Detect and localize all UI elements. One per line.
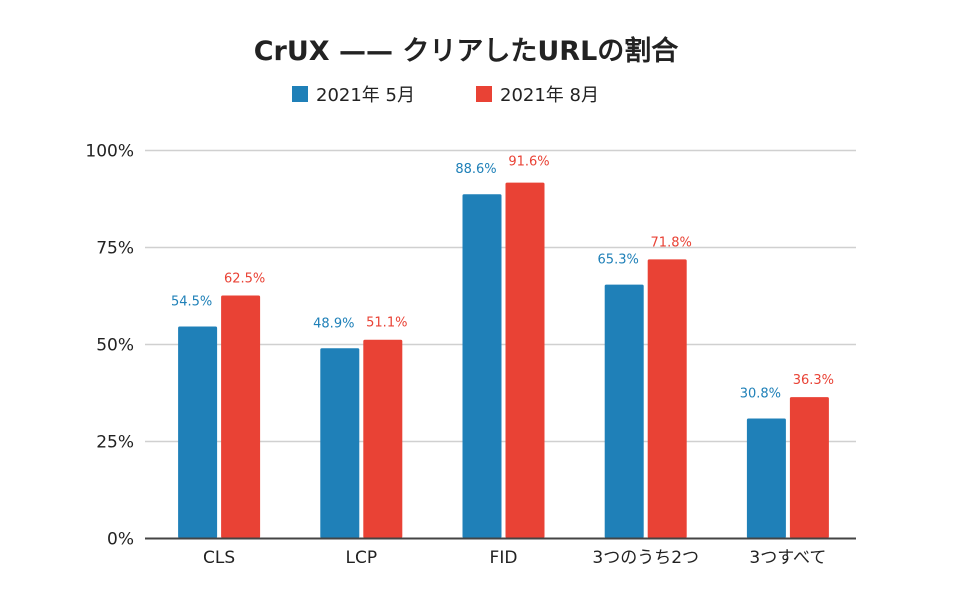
legend-swatch — [292, 86, 308, 102]
bar — [505, 182, 545, 539]
legend-label: 2021年 5月 — [316, 85, 415, 106]
chart-title: CrUX —— クリアしたURLの割合 — [254, 35, 679, 67]
legend-label: 2021年 8月 — [500, 85, 599, 106]
data-label: 51.1% — [366, 316, 407, 331]
data-labels: 54.5% 62.5% 48.9% 51.1% 88.6% 91.6% 65.3% 71.8%… — [171, 155, 834, 402]
bar — [221, 295, 261, 538]
legend: 2021年 5月 2021年 8月 — [292, 85, 599, 106]
y-tick-label: 50% — [96, 336, 134, 356]
data-label: 54.5% — [171, 295, 212, 310]
y-tick-label: 0% — [107, 530, 134, 550]
data-label: 36.3% — [793, 373, 834, 388]
data-label: 88.6% — [455, 162, 496, 177]
bars — [178, 182, 829, 539]
bar — [746, 418, 786, 538]
bar — [647, 259, 687, 538]
x-tick-label: 3つすべて — [749, 548, 826, 568]
data-label: 48.9% — [313, 316, 354, 331]
y-tick-label: 25% — [96, 433, 134, 453]
legend-swatch — [476, 86, 492, 102]
x-tick-label: FID — [490, 548, 518, 568]
data-label: 30.8% — [740, 386, 781, 401]
bar — [789, 397, 829, 538]
x-tick-label: LCP — [346, 548, 378, 568]
x-tick-label: CLS — [203, 548, 235, 568]
y-axis-ticks: 0% 25% 50% 75% 100% — [85, 142, 134, 550]
y-tick-label: 75% — [96, 239, 134, 259]
bar — [320, 348, 360, 538]
data-label: 91.6% — [508, 155, 549, 170]
y-tick-label: 100% — [85, 142, 134, 162]
bar — [604, 284, 644, 538]
x-axis-labels: CLS LCP FID 3つのうち2つ 3つすべて — [203, 548, 826, 568]
data-label: 71.8% — [651, 235, 692, 250]
x-tick-label: 3つのうち2つ — [592, 548, 699, 568]
bar — [178, 326, 218, 538]
bar — [363, 339, 403, 538]
data-label: 62.5% — [224, 272, 265, 287]
bar — [462, 194, 502, 538]
data-label: 65.3% — [598, 253, 639, 268]
